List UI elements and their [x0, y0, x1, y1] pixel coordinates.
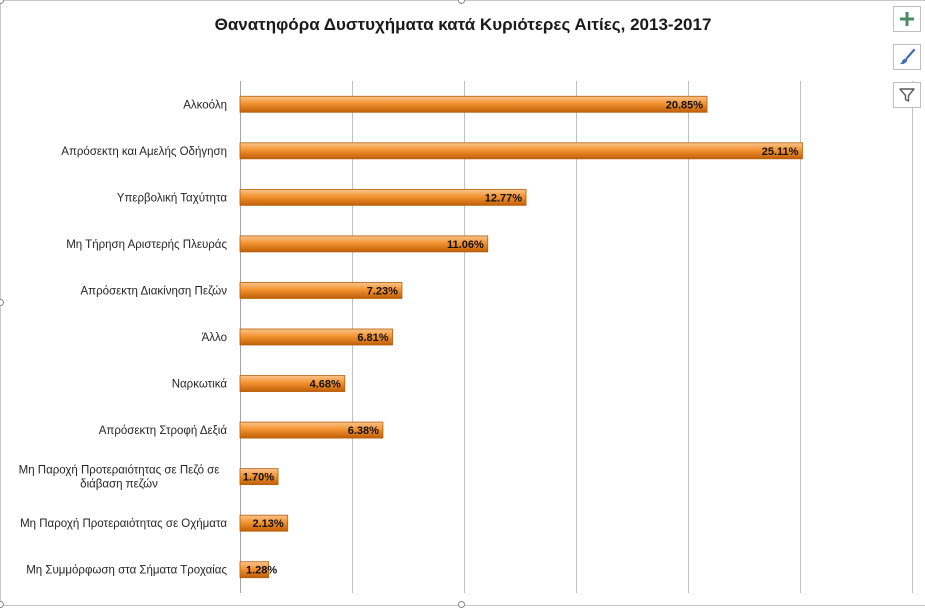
- category-labels: Αλκοόλη Απρόσεκτη και Αμελής Οδήγηση Υπερβ…: [19, 99, 228, 576]
- category-label: Μη Παροχή Προτεραιότητας σε Οχήματα: [20, 518, 227, 530]
- data-label: 7.23%: [367, 285, 398, 297]
- bar[interactable]: [239, 188, 527, 206]
- chart-elements-button[interactable]: [893, 6, 921, 32]
- data-label: 12.77%: [485, 192, 523, 204]
- bar[interactable]: [239, 468, 279, 486]
- plus-icon: [900, 12, 914, 26]
- data-label: 25.11%: [762, 146, 799, 158]
- resize-handle-left[interactable]: [0, 299, 4, 306]
- data-label: 1.70%: [243, 472, 274, 484]
- chart-filters-button[interactable]: [893, 82, 921, 108]
- bar[interactable]: [239, 235, 489, 253]
- chart-styles-button[interactable]: [893, 44, 921, 70]
- data-label: 6.81%: [357, 332, 388, 344]
- category-label: Απρόσεκτη Διακίνηση Πεζών: [80, 285, 227, 297]
- data-label: 4.68%: [310, 379, 341, 391]
- resize-handle-top-left[interactable]: [0, 0, 4, 4]
- bar[interactable]: [239, 95, 708, 113]
- gridlines: [240, 81, 913, 593]
- data-label: 1.28%: [246, 565, 277, 577]
- category-label: Αλκοόλη: [183, 99, 227, 111]
- resize-handle-top[interactable]: [458, 0, 465, 4]
- bar[interactable]: [239, 142, 803, 160]
- chart-title: Θανατηφόρα Δυστυχήματα κατά Κυριότερες Α…: [215, 15, 712, 34]
- data-label: 6.38%: [348, 425, 379, 437]
- data-label: 11.06%: [447, 239, 484, 251]
- bar[interactable]: [239, 375, 346, 392]
- category-label: Μη Παροχή Προτεραιότητας σε Πεζό σε διάβα…: [19, 465, 220, 491]
- filter-icon: [899, 88, 915, 102]
- data-labels: 20.85% 25.11% 12.77% 11.06% 7.23% 6.81% 4.68% 6…: [243, 99, 799, 576]
- bars: [239, 95, 803, 579]
- bar[interactable]: [239, 421, 384, 439]
- resize-handle-bottom[interactable]: [458, 601, 465, 608]
- bar[interactable]: [239, 514, 289, 532]
- brush-icon: [900, 48, 916, 65]
- category-label: Άλλο: [202, 332, 227, 344]
- category-label: Υπερβολική Ταχύτητα: [117, 192, 228, 204]
- bar[interactable]: [239, 561, 270, 579]
- category-label: Απρόσεκτη Στροφή Δεξιά: [99, 425, 228, 437]
- category-label: Ναρκωτικά: [172, 379, 228, 391]
- data-label: 2.13%: [253, 518, 284, 530]
- data-label: 20.85%: [666, 99, 704, 111]
- category-label: Μη Τήρηση Αριστερής Πλευράς: [66, 239, 227, 251]
- category-label: Απρόσεκτη και Αμελής Οδήγηση: [61, 146, 227, 158]
- category-label: Μη Συμμόρφωση στα Σήματα Τροχαίας: [26, 565, 227, 577]
- bar[interactable]: [239, 282, 403, 299]
- bar[interactable]: [239, 328, 393, 346]
